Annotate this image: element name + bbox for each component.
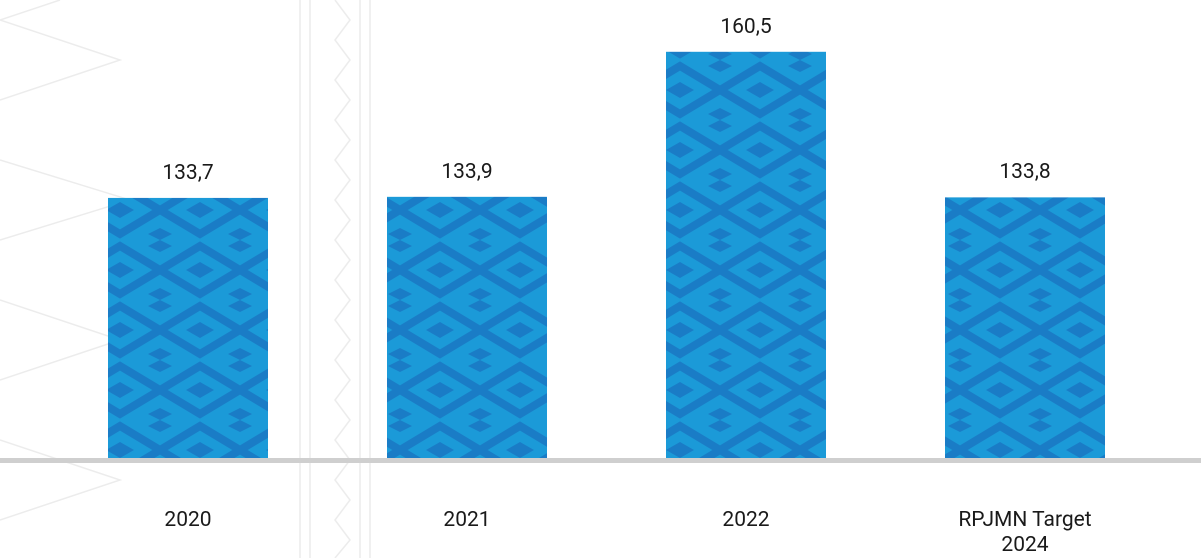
x-tick-label: 2020 bbox=[164, 508, 212, 532]
x-tick-label: 2021 bbox=[443, 508, 491, 532]
value-label: 133,8 bbox=[999, 160, 1051, 185]
value-label: 160,5 bbox=[720, 14, 772, 39]
value-label: 133,9 bbox=[441, 159, 493, 184]
bar bbox=[108, 197, 268, 458]
bar bbox=[387, 196, 547, 459]
bar bbox=[666, 51, 826, 459]
value-label: 133,7 bbox=[162, 160, 214, 185]
baseline bbox=[0, 458, 1201, 463]
bar bbox=[945, 197, 1105, 458]
x-tick-label: RPJMN Target 2024 bbox=[958, 508, 1092, 557]
background-ornament bbox=[0, 0, 371, 558]
x-tick-label: 2022 bbox=[722, 508, 770, 532]
